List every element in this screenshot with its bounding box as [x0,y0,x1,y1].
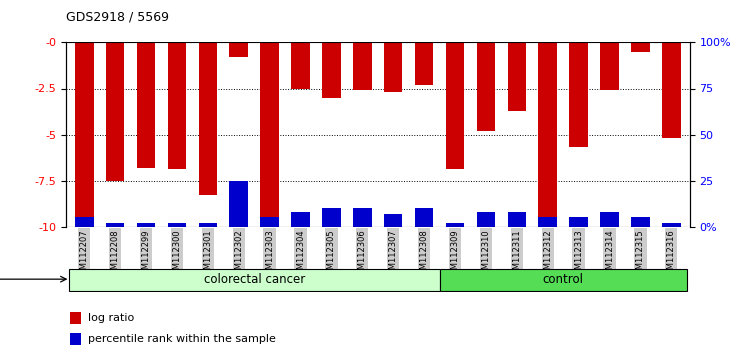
Bar [477,212,495,227]
Bar [600,42,619,90]
Bar [353,208,372,227]
Bar [631,42,650,52]
Bar [322,42,341,98]
Text: control: control [542,273,584,286]
Bar [199,223,217,227]
Text: colorectal cancer: colorectal cancer [204,273,305,286]
Bar [261,217,279,227]
Bar [507,42,526,110]
Bar [539,217,557,227]
Bar [70,333,81,346]
Bar [75,217,93,227]
FancyBboxPatch shape [439,268,687,291]
Bar [539,42,557,217]
Bar [477,42,495,131]
Bar [662,223,680,227]
Bar [229,181,248,227]
Bar [446,223,464,227]
Text: GDS2918 / 5569: GDS2918 / 5569 [66,11,169,24]
Bar [291,42,310,88]
Bar [106,42,124,181]
Bar [137,223,155,227]
Bar [507,212,526,227]
Bar [446,42,464,170]
Bar [137,42,155,168]
Bar [199,42,217,195]
Bar [415,208,434,227]
Bar [322,208,341,227]
Bar [600,212,619,227]
Bar [261,42,279,223]
Bar [70,312,81,324]
Bar [384,214,402,227]
Text: log ratio: log ratio [88,313,134,323]
FancyBboxPatch shape [69,268,439,291]
Bar [168,42,186,170]
Bar [415,42,434,85]
Bar [569,42,588,147]
Bar [291,212,310,227]
Bar [168,223,186,227]
Text: percentile rank within the sample: percentile rank within the sample [88,335,275,344]
Bar [106,223,124,227]
Bar [384,42,402,92]
Bar [353,42,372,90]
Bar [631,217,650,227]
Bar [569,217,588,227]
Bar [662,42,680,138]
Bar [75,42,93,217]
Bar [229,42,248,57]
